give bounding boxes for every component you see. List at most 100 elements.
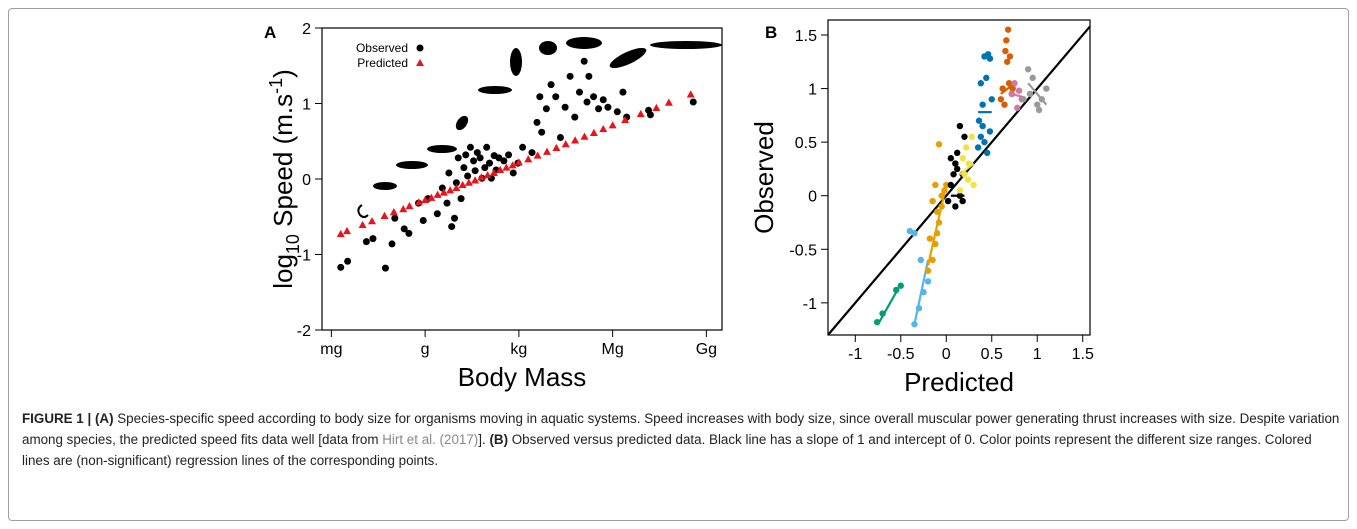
x-tick-label: Gg (696, 341, 717, 358)
panel-label: B (765, 23, 777, 42)
y-tick-label: 1.5 (795, 28, 817, 45)
x-tick-label: kg (510, 341, 527, 358)
point (476, 154, 484, 162)
point (590, 93, 598, 101)
point (981, 138, 988, 146)
point (1026, 90, 1034, 98)
point (599, 96, 607, 104)
point (984, 149, 991, 157)
caption: FIGURE 1 | (A) Species-specific speed ac… (22, 408, 1340, 471)
point (483, 171, 492, 179)
point (583, 98, 591, 106)
point (619, 88, 627, 96)
point (950, 171, 957, 178)
point (1029, 74, 1036, 82)
point (362, 238, 370, 246)
point (533, 151, 542, 159)
point (608, 121, 617, 129)
point (389, 208, 398, 216)
y-axis-label-part: -1 (266, 78, 286, 94)
y-tick-label: 2 (302, 21, 311, 38)
y-axis-label-part: Speed (m.s (268, 94, 298, 234)
point (664, 98, 673, 106)
point (585, 72, 593, 80)
y-axis-label-part: 10 (283, 234, 303, 254)
point (970, 181, 977, 189)
point (358, 220, 367, 229)
point (1011, 80, 1018, 87)
point (542, 105, 550, 113)
point (961, 133, 968, 140)
point (399, 205, 408, 213)
point (988, 96, 995, 103)
point (368, 217, 376, 225)
point (556, 133, 564, 141)
point (400, 225, 408, 233)
point (911, 321, 918, 328)
x-tick-label: Mg (602, 341, 624, 358)
plot-area (336, 57, 697, 272)
point (929, 197, 936, 205)
y-tick-label: 0 (808, 189, 817, 206)
point (646, 111, 654, 119)
point (481, 164, 489, 172)
point (336, 229, 345, 238)
point (543, 147, 551, 155)
legend-label: Observed (356, 41, 408, 55)
point (419, 217, 427, 225)
point (952, 160, 959, 167)
panel-label: A (264, 23, 276, 42)
point (938, 192, 945, 199)
point (571, 136, 580, 144)
point (580, 132, 589, 140)
point (1002, 47, 1009, 55)
point (445, 169, 453, 177)
caption-run: FIGURE 1 | (A) (22, 411, 114, 426)
point (566, 72, 574, 80)
point (477, 173, 486, 181)
point (915, 305, 923, 312)
point (924, 278, 932, 285)
point (986, 128, 994, 135)
point (509, 169, 517, 177)
x-tick-label: 0.5 (981, 346, 1003, 363)
point (986, 55, 994, 62)
point (533, 118, 541, 126)
point (380, 211, 389, 219)
point (405, 201, 414, 210)
point (599, 124, 608, 133)
point (473, 149, 481, 157)
point (1014, 104, 1021, 112)
y-tick-label: -1 (803, 296, 817, 313)
point (454, 154, 462, 162)
point (906, 227, 914, 235)
point (636, 109, 645, 118)
point (1035, 106, 1043, 114)
point (947, 181, 955, 189)
point (926, 235, 934, 242)
plot-frame (321, 27, 723, 331)
point (486, 159, 493, 167)
x-axis-label: Predicted (904, 367, 1014, 397)
point (983, 74, 990, 82)
point (388, 240, 396, 248)
plot-area (828, 25, 1090, 335)
x-tick-label: g (421, 341, 430, 358)
point (1004, 58, 1011, 65)
point (621, 115, 630, 124)
point (997, 96, 1005, 103)
y-tick-label: 1 (302, 97, 311, 114)
regression-line (877, 291, 898, 325)
point (953, 165, 961, 173)
point (457, 195, 465, 203)
point (686, 90, 695, 98)
point (414, 198, 423, 206)
point (519, 143, 527, 151)
point (1024, 66, 1032, 73)
point (920, 288, 927, 296)
x-tick-label: mg (320, 341, 342, 358)
point (466, 143, 474, 151)
point (959, 197, 966, 205)
point (391, 214, 399, 222)
x-tick-label: 1 (1033, 346, 1042, 363)
